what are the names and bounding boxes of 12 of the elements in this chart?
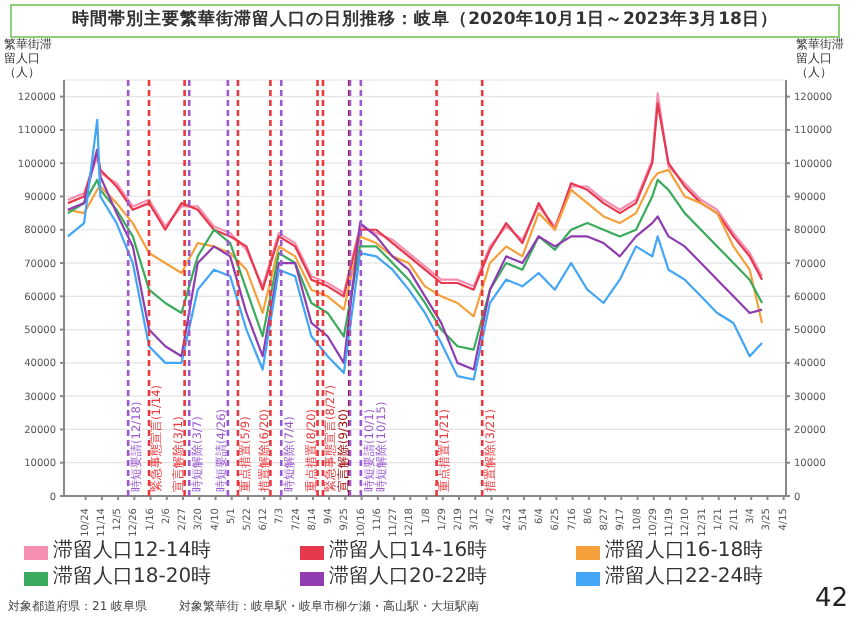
text: 42: [814, 584, 848, 614]
legend-label: 滞留人口16-18時: [603, 540, 766, 564]
legend-label: 滞留人口18-20時: [51, 566, 214, 590]
legend-label: 滞留人口22-24時: [605, 566, 764, 588]
legend-label: 滞留人口12-14時: [51, 540, 214, 564]
chart-title: 時間帯別主要繁華街滞留人口の日別推移：岐阜（2020年10月1日～2023年3月18日）: [10, 4, 840, 38]
line-series: [66, 178, 764, 351]
legend-label: 滞留人口14-16時: [327, 540, 490, 564]
line-series: [66, 148, 764, 371]
line-series: [66, 118, 764, 381]
line-series: [66, 168, 764, 325]
legend-label: 滞留人口20-22時: [327, 566, 490, 590]
